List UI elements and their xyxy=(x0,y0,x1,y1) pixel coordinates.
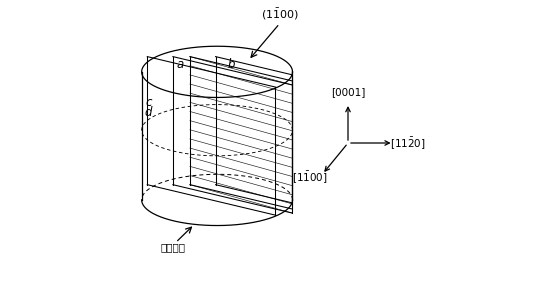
Text: [0001]: [0001] xyxy=(331,87,365,97)
Text: 主定位边: 主定位边 xyxy=(160,242,185,252)
Text: d: d xyxy=(145,106,152,119)
Text: $(1\bar{1}00)$: $(1\bar{1}00)$ xyxy=(261,7,299,22)
Text: c: c xyxy=(146,96,152,109)
Text: a: a xyxy=(176,57,184,71)
Text: $[1\bar{1}00]$: $[1\bar{1}00]$ xyxy=(292,169,327,185)
Text: $[11\bar{2}0]$: $[11\bar{2}0]$ xyxy=(391,135,426,151)
Text: b: b xyxy=(227,57,235,71)
